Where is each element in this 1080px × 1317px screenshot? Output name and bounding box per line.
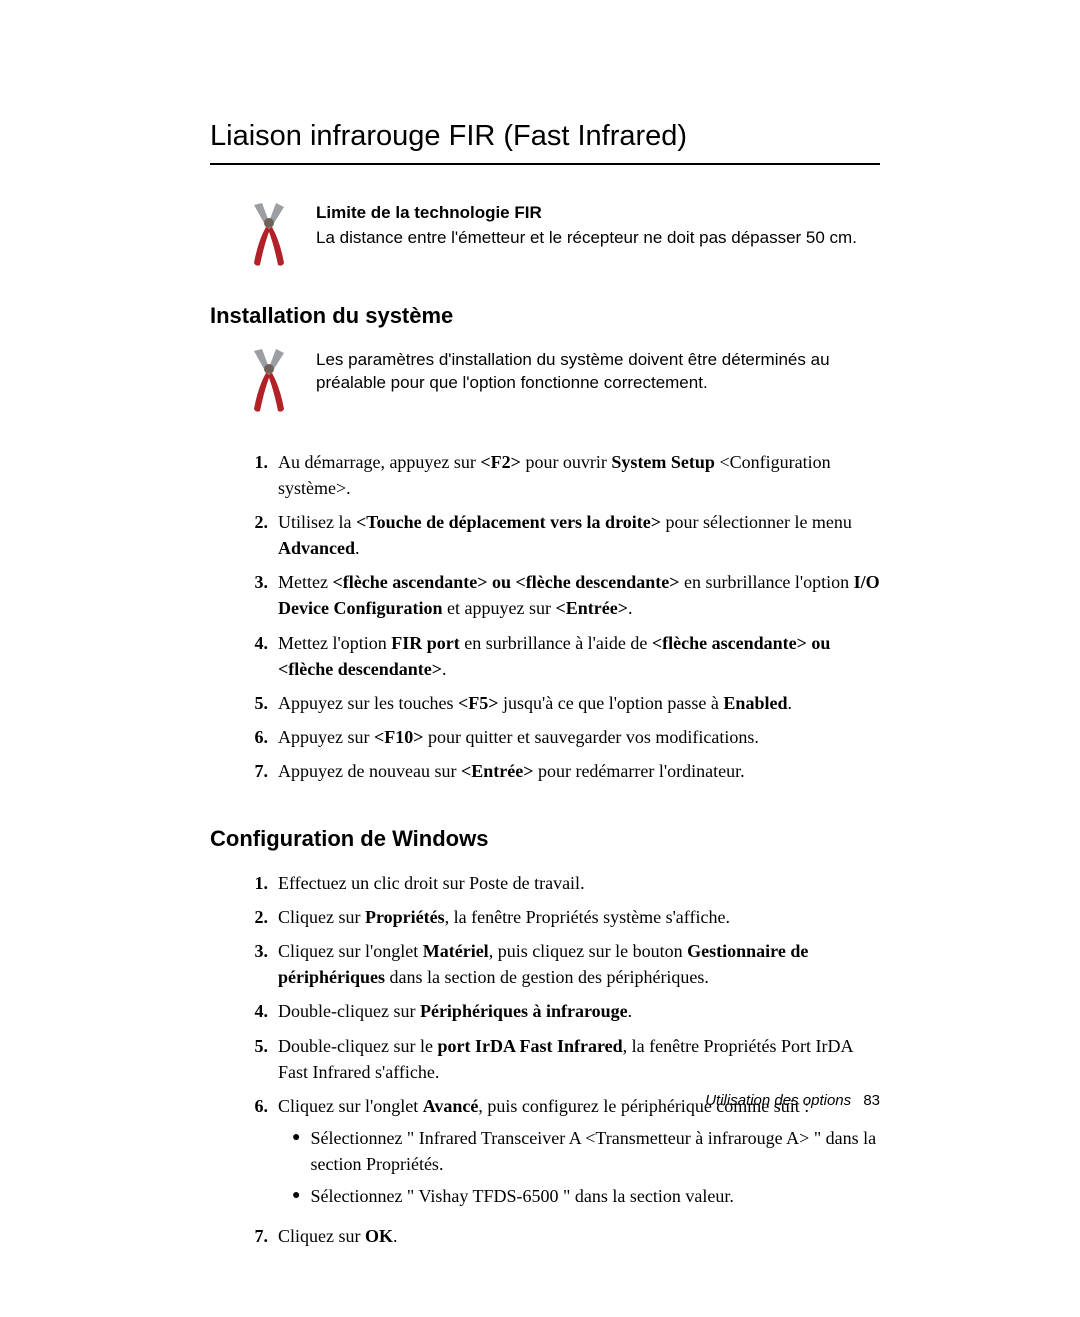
- list-item: 7. Appuyez de nouveau sur <Entrée> pour …: [248, 758, 880, 784]
- section-title-1: Installation du système: [210, 303, 880, 329]
- note-text-1: Limite de la technologie FIR La distance…: [316, 201, 857, 250]
- list-item: 2. Cliquez sur Propriétés, la fenêtre Pr…: [248, 904, 880, 930]
- note-body-1: La distance entre l'émetteur et le récep…: [316, 227, 857, 250]
- item-body: Cliquez sur OK.: [278, 1223, 880, 1249]
- page-title: Liaison infrarouge FIR (Fast Infrared): [210, 120, 880, 153]
- list-item: 4. Mettez l'option FIR port en surbrilla…: [248, 630, 880, 682]
- item-body: Cliquez sur l'onglet Matériel, puis cliq…: [278, 938, 880, 990]
- list-item: 7. Cliquez sur OK.: [248, 1223, 880, 1249]
- list-item: 2. Utilisez la <Touche de déplacement ve…: [248, 509, 880, 561]
- list-item: 5. Appuyez sur les touches <F5> jusqu'à …: [248, 690, 880, 716]
- document-page: Liaison infrarouge FIR (Fast Infrared) L…: [0, 0, 1080, 1317]
- item-body: Appuyez sur les touches <F5> jusqu'à ce …: [278, 690, 880, 716]
- item-number: 1.: [248, 870, 268, 896]
- item-number: 3.: [248, 938, 268, 990]
- item-number: 5.: [248, 1033, 268, 1085]
- item-body: Mettez <flèche ascendante> ou <flèche de…: [278, 569, 880, 621]
- list-item: 3. Mettez <flèche ascendante> ou <flèche…: [248, 569, 880, 621]
- note-title-1: Limite de la technologie FIR: [316, 203, 857, 223]
- list-item: 1. Effectuez un clic droit sur Poste de …: [248, 870, 880, 896]
- list-item: 6. Appuyez sur <F10> pour quitter et sau…: [248, 724, 880, 750]
- item-body: Double-cliquez sur Périphériques à infra…: [278, 998, 880, 1024]
- item-number: 5.: [248, 690, 268, 716]
- note-text-2: Les paramètres d'installation du système…: [316, 347, 880, 395]
- item-body: Appuyez de nouveau sur <Entrée> pour red…: [278, 758, 880, 784]
- footer: Utilisation des options 83: [705, 1092, 880, 1109]
- item-body: Au démarrage, appuyez sur <F2> pour ouvr…: [278, 449, 880, 501]
- item-number: 3.: [248, 569, 268, 621]
- sub-list: ●Sélectionnez " Infrared Transceiver A <…: [278, 1125, 880, 1209]
- item-number: 4.: [248, 998, 268, 1024]
- item-number: 6.: [248, 724, 268, 750]
- item-body: Appuyez sur <F10> pour quitter et sauveg…: [278, 724, 880, 750]
- pliers-icon: [248, 347, 298, 417]
- item-number: 6.: [248, 1093, 268, 1215]
- list-item: 1. Au démarrage, appuyez sur <F2> pour o…: [248, 449, 880, 501]
- item-number: 1.: [248, 449, 268, 501]
- note-block-1: Limite de la technologie FIR La distance…: [210, 201, 880, 271]
- list-item: 5. Double-cliquez sur le port IrDA Fast …: [248, 1033, 880, 1085]
- note-body-2: Les paramètres d'installation du système…: [316, 349, 880, 395]
- bullet-icon: ●: [292, 1125, 300, 1177]
- note-block-2: Les paramètres d'installation du système…: [210, 347, 880, 417]
- sub-list-item: ●Sélectionnez " Vishay TFDS-6500 " dans …: [278, 1183, 880, 1209]
- list-item: 6. Cliquez sur l'onglet Avancé, puis con…: [248, 1093, 880, 1215]
- item-body: Mettez l'option FIR port en surbrillance…: [278, 630, 880, 682]
- item-body: Cliquez sur Propriétés, la fenêtre Propr…: [278, 904, 880, 930]
- pliers-icon: [248, 201, 298, 271]
- item-body: Cliquez sur l'onglet Avancé, puis config…: [278, 1093, 880, 1215]
- ordered-list-1: 1. Au démarrage, appuyez sur <F2> pour o…: [210, 449, 880, 784]
- item-number: 7.: [248, 1223, 268, 1249]
- item-body: Effectuez un clic droit sur Poste de tra…: [278, 870, 880, 896]
- item-body: Double-cliquez sur le port IrDA Fast Inf…: [278, 1033, 880, 1085]
- list-item: 4. Double-cliquez sur Périphériques à in…: [248, 998, 880, 1024]
- item-number: 4.: [248, 630, 268, 682]
- item-number: 7.: [248, 758, 268, 784]
- sub-list-item: ●Sélectionnez " Infrared Transceiver A <…: [278, 1125, 880, 1177]
- footer-page-number: 83: [863, 1092, 880, 1109]
- bullet-icon: ●: [292, 1183, 300, 1209]
- title-rule: [210, 163, 880, 165]
- item-number: 2.: [248, 904, 268, 930]
- section-title-2: Configuration de Windows: [210, 826, 880, 852]
- ordered-list-2: 1. Effectuez un clic droit sur Poste de …: [210, 870, 880, 1249]
- list-item: 3. Cliquez sur l'onglet Matériel, puis c…: [248, 938, 880, 990]
- footer-text: Utilisation des options: [705, 1092, 851, 1109]
- item-body: Utilisez la <Touche de déplacement vers …: [278, 509, 880, 561]
- item-number: 2.: [248, 509, 268, 561]
